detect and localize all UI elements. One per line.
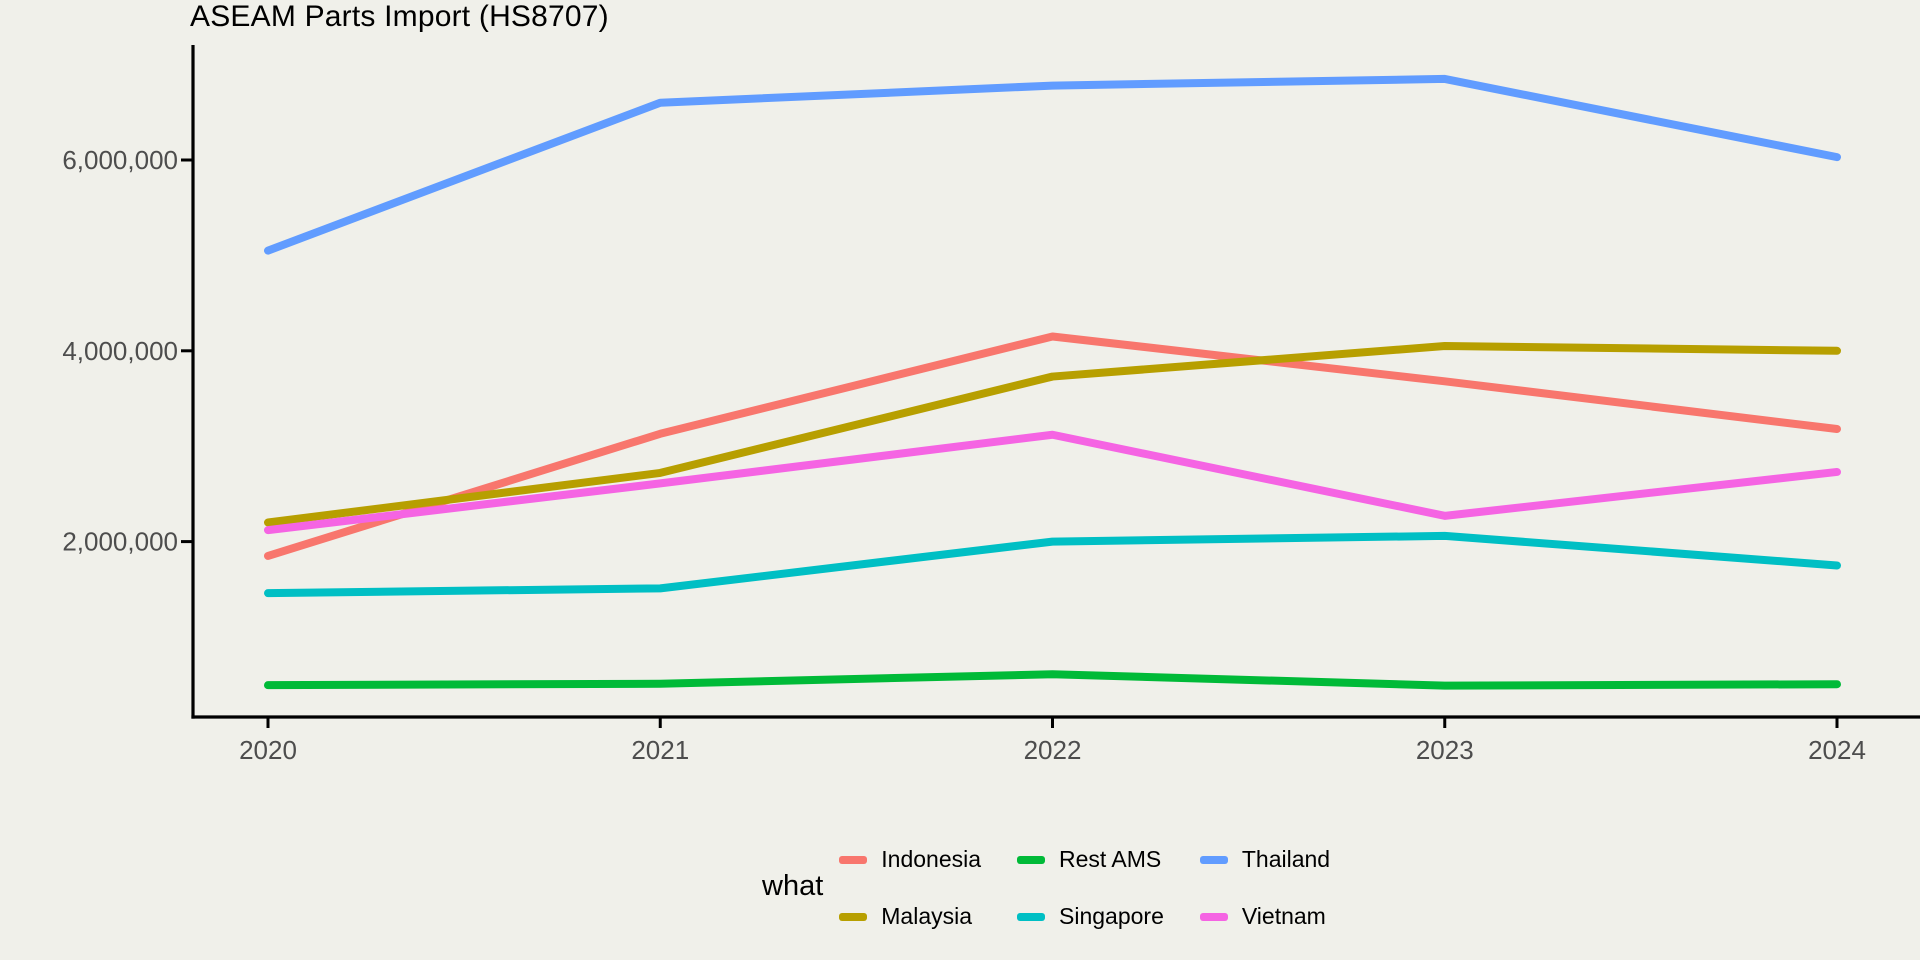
legend-label-vietnam: Vietnam [1241, 903, 1326, 929]
series-line-singapore [264, 531, 1841, 598]
legend-item-rest-ams: Rest AMS [1017, 846, 1164, 873]
legend-items: Indonesia Malaysia Rest AMS Singapore Thaila… [839, 846, 1330, 930]
legend-title: what [762, 869, 824, 902]
series-line-indonesia [264, 332, 1841, 560]
legend-label-malaysia: Malaysia [881, 903, 973, 929]
legend-item-vietnam: Vietnam [1199, 903, 1330, 930]
chart-title: ASEAM Parts Import (HS8707) [190, 0, 609, 33]
legend-item-thailand: Thailand [1199, 846, 1331, 873]
legend-key-thailand [1199, 855, 1228, 864]
legend-label-singapore: Singapore [1059, 903, 1164, 929]
legend-key-singapore [1017, 912, 1046, 921]
legend-key-vietnam [1199, 912, 1228, 921]
legend-item-indonesia: Indonesia [839, 846, 981, 873]
legend-key-malaysia [839, 912, 868, 921]
y-tick-label: 4,000,000 [62, 336, 178, 366]
x-tick-label: 2023 [1416, 735, 1474, 765]
legend-label-indonesia: Indonesia [881, 846, 982, 872]
legend-key-indonesia [839, 855, 868, 864]
x-tick-label: 2021 [631, 735, 689, 765]
legend-item-malaysia: Malaysia [839, 903, 981, 930]
x-tick-label: 2022 [1024, 735, 1082, 765]
legend-label-thailand: Thailand [1241, 846, 1331, 872]
series-line-vietnam [264, 430, 1841, 535]
x-tick-label: 2020 [239, 735, 297, 765]
legend-label-rest-ams: Rest AMS [1059, 846, 1162, 872]
y-tick-label: 6,000,000 [62, 145, 178, 175]
legend-item-singapore: Singapore [1017, 903, 1164, 930]
legend: what Indonesia Malaysia Rest AMS Singapore T… [762, 846, 1330, 930]
series-line-malaysia [264, 342, 1841, 527]
y-tick-label: 2,000,000 [62, 527, 178, 557]
x-tick-label: 2024 [1808, 735, 1866, 765]
series-line-rest-ams [264, 670, 1841, 690]
legend-key-rest-ams [1017, 855, 1046, 864]
series-line-thailand [264, 74, 1841, 255]
